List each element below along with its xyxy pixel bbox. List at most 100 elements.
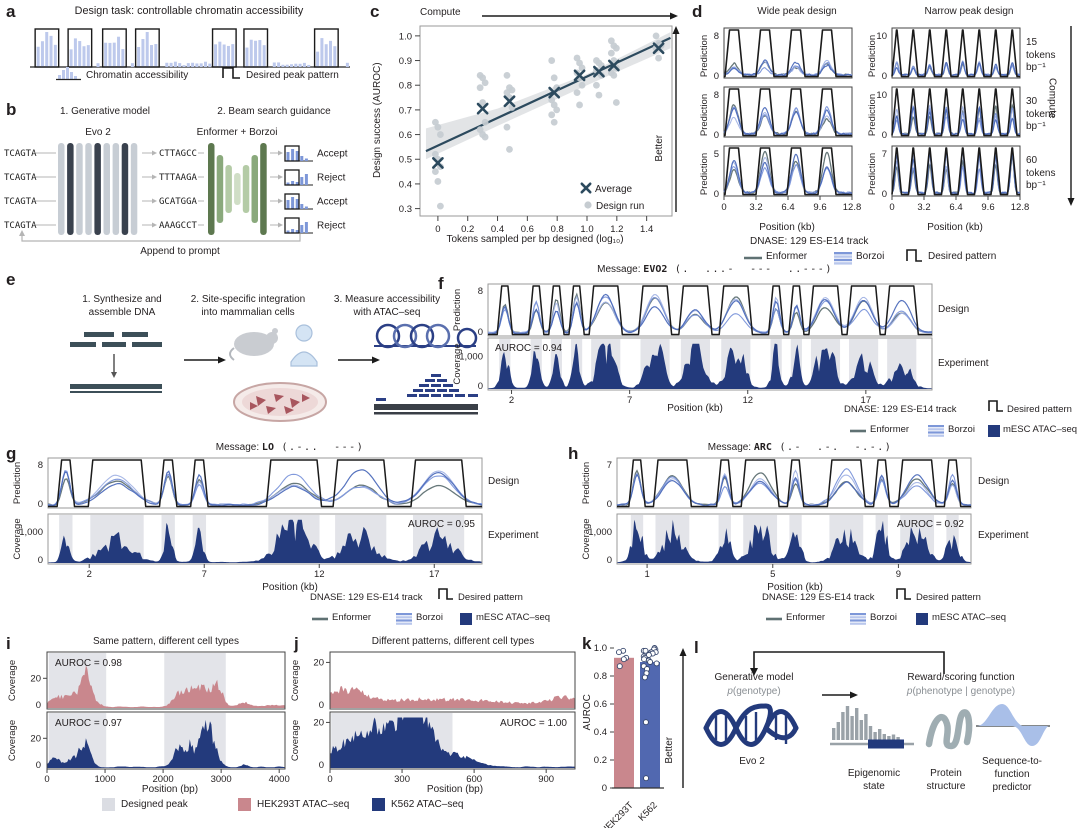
svg-text:1.0: 1.0 <box>594 643 607 654</box>
svg-text:0.5: 0.5 <box>399 155 412 166</box>
svg-text:Prediction: Prediction <box>867 35 878 77</box>
panel-h-xlabel: Position (kb) <box>767 582 823 593</box>
panel-h-legend-pattern: Desired pattern <box>916 592 981 603</box>
svg-text:0: 0 <box>327 774 332 785</box>
panel-d-col1-title: Wide peak design <box>757 6 837 17</box>
panel-d-legend-title: DNASE: 129 ES-E14 track <box>750 236 869 247</box>
panel-g-legend-enformer: Enformer <box>332 612 372 623</box>
dna-assembly-icon <box>70 332 162 393</box>
chromatin-atacseq-icon <box>374 323 478 415</box>
panel-l-epigenomic-label2: state <box>863 781 885 792</box>
panel-l-s2f-label2: function <box>994 769 1030 780</box>
compute-down-arrow-icon <box>1067 26 1075 206</box>
svg-text:2: 2 <box>87 569 92 580</box>
svg-text:0: 0 <box>607 499 612 510</box>
panel-e-step2: 2. Site-specific integration into mammali… <box>190 294 306 318</box>
panel-l-protein-label1: Protein <box>930 768 962 779</box>
panel-l-s2f-label3: predictor <box>992 782 1032 793</box>
svg-text:AUROC = 1.00: AUROC = 1.00 <box>500 718 567 729</box>
better-arrow-icon <box>672 26 680 212</box>
panel-d-letter: d <box>692 2 703 21</box>
panel-h-legend-borzoi: Borzoi <box>870 612 897 623</box>
svg-text:Coverage: Coverage <box>7 660 18 701</box>
panel-h-message: Message: ARC (.- .-. -.-.) <box>707 442 893 453</box>
svg-text:3000: 3000 <box>211 774 232 785</box>
svg-text:6.4: 6.4 <box>781 202 794 213</box>
svg-text:0: 0 <box>714 130 719 141</box>
panel-l-evo2-label: Evo 2 <box>739 756 765 767</box>
panel-e-step3: 3. Measure accessibility with ATAC–seq <box>333 294 441 318</box>
panel-a-letter: a <box>6 2 16 21</box>
panel-h-legend-atac: mESC ATAC–seq <box>932 612 1007 623</box>
enformer-line-icon <box>744 256 762 260</box>
svg-text:0: 0 <box>38 555 43 566</box>
svg-text:0.6: 0.6 <box>399 130 412 141</box>
svg-text:10: 10 <box>876 90 887 101</box>
panel-a-legend-access: Chromatin accessibility <box>86 70 189 81</box>
panel-h-legend-title: DNASE: 129 ES-E14 track <box>762 592 875 603</box>
svg-text:12.8: 12.8 <box>843 202 862 213</box>
svg-text:Reject: Reject <box>317 173 346 184</box>
panel-d-compute-label: Compute <box>1046 77 1058 119</box>
svg-text:0: 0 <box>44 774 49 785</box>
svg-text:Coverage: Coverage <box>7 720 18 761</box>
svg-text:1.2: 1.2 <box>610 224 623 235</box>
svg-text:7: 7 <box>882 149 887 160</box>
panel-l-generative-formula: p(genotype) <box>727 686 781 697</box>
svg-text:17: 17 <box>429 569 440 580</box>
desired-peak-icon <box>222 67 240 79</box>
svg-text:0: 0 <box>714 189 719 200</box>
svg-text:8: 8 <box>38 460 43 471</box>
hek293t-swatch-icon <box>238 798 251 811</box>
svg-text:Prediction: Prediction <box>699 35 710 77</box>
svg-text:8: 8 <box>714 90 719 101</box>
panel-g-xlabel: Position (kb) <box>262 582 318 593</box>
svg-text:1000: 1000 <box>94 774 115 785</box>
svg-text:TCAGTA: TCAGTA <box>4 221 37 231</box>
feedback-loop-arrow-icon <box>750 651 945 676</box>
panel-l-reward-formula: p(phenotype | genotype) <box>906 686 1016 697</box>
svg-text:0: 0 <box>435 224 440 235</box>
panel-f-legend-title: DNASE: 129 ES-E14 track <box>844 404 957 415</box>
svg-text:0: 0 <box>889 202 894 213</box>
arrow-right-icon <box>184 356 226 364</box>
svg-text:AUROC = 0.95: AUROC = 0.95 <box>408 519 475 530</box>
panel-d-tokens-30: 30 tokens bp⁻¹ <box>1026 96 1056 132</box>
svg-text:3.2: 3.2 <box>917 202 930 213</box>
atac-square-icon <box>916 613 928 625</box>
enformer-line-icon <box>766 617 782 621</box>
panel-k-barchart: 0 0.2 0.4 0.6 0.8 1.0 <box>594 643 664 794</box>
panel-g-legend-borzoi: Borzoi <box>416 612 443 623</box>
svg-text:Coverage: Coverage <box>452 343 463 384</box>
panel-j-xlabel: Position (bp) <box>426 784 484 795</box>
svg-text:300: 300 <box>394 774 410 785</box>
designed-peak-swatch-icon <box>102 798 115 811</box>
panel-d-xlabel-wide: Position (kb) <box>759 222 815 233</box>
svg-text:0: 0 <box>882 189 887 200</box>
svg-text:0.8: 0.8 <box>399 81 412 92</box>
svg-text:AUROC = 0.94: AUROC = 0.94 <box>495 343 562 354</box>
panel-l-epigenomic-label1: Epigenomic <box>847 768 901 779</box>
atac-square-icon <box>988 425 1000 437</box>
svg-text:1,000: 1,000 <box>588 527 612 538</box>
panel-e-step1: 1. Synthesize and assemble DNA <box>82 294 162 318</box>
panel-g-legend-title: DNASE: 129 ES-E14 track <box>310 592 423 603</box>
panel-d-col2-title: Narrow peak design <box>924 6 1014 17</box>
svg-text:17: 17 <box>861 395 872 406</box>
svg-text:2: 2 <box>509 395 514 406</box>
panel-d-legend-pattern: Desired pattern <box>928 251 997 262</box>
panel-f-experiment-label: Experiment <box>938 358 989 369</box>
borzoi-stripes-icon <box>850 613 866 625</box>
svg-text:0: 0 <box>38 499 43 510</box>
svg-text:0: 0 <box>36 760 41 771</box>
svg-text:0.4: 0.4 <box>594 727 607 738</box>
svg-text:20: 20 <box>30 673 41 684</box>
panel-b-step2: 2. Beam search guidance <box>217 106 331 117</box>
panel-h-legend-enformer: Enformer <box>786 612 826 623</box>
panel-g-experiment-label: Experiment <box>488 530 539 541</box>
svg-text:1.0: 1.0 <box>580 224 593 235</box>
svg-text:5: 5 <box>770 569 775 580</box>
svg-text:7: 7 <box>607 460 612 471</box>
